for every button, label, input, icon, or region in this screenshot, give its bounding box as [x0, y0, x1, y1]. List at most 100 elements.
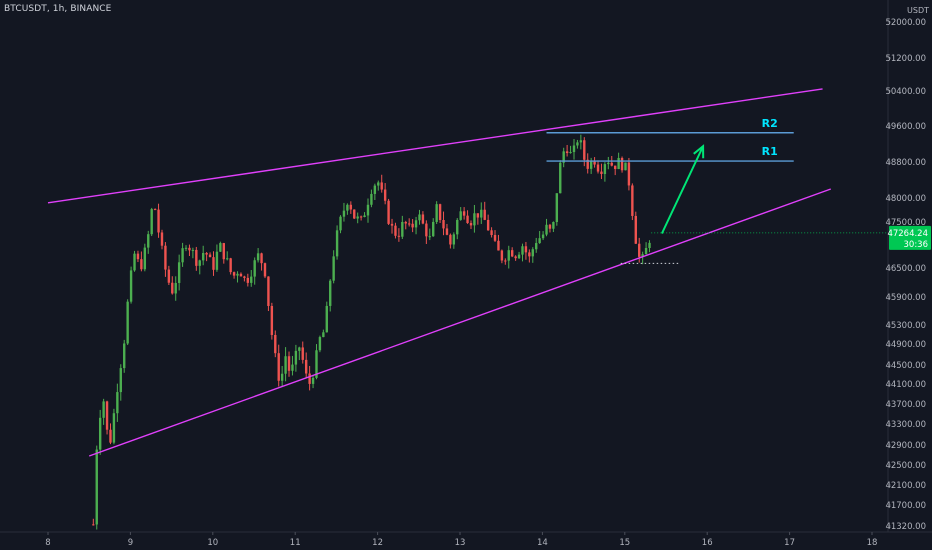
y-tick-label: 42100.00 [885, 481, 926, 491]
candle-body [504, 260, 507, 262]
candle-body [112, 413, 116, 443]
candle-body [469, 223, 473, 226]
candle-body [589, 160, 593, 169]
candle-body [394, 225, 397, 236]
candle-body [133, 253, 136, 271]
resistance-label-r2: R2 [762, 117, 778, 130]
candle-body [205, 252, 208, 255]
candle-body [466, 215, 469, 224]
candle-body [610, 162, 613, 166]
candle-body [366, 204, 370, 216]
candle-body [576, 142, 579, 146]
y-tick-label: 49600.00 [885, 122, 926, 132]
candle-body [370, 193, 373, 205]
y-tick-label: 42900.00 [885, 441, 926, 451]
y-tick-label: 41320.00 [885, 522, 926, 532]
y-tick-label: 44100.00 [885, 380, 926, 390]
candle-body [253, 260, 256, 277]
candle-body [105, 401, 109, 430]
candle-body [596, 164, 600, 172]
y-tick-label: 48000.00 [885, 194, 926, 204]
candle-body [315, 350, 318, 378]
candle-body [377, 182, 380, 186]
candle-body [219, 243, 222, 252]
candle-body [500, 250, 504, 261]
candle-body [462, 211, 466, 216]
candle-body [535, 243, 538, 250]
candle-body [586, 159, 589, 169]
candle-body [538, 238, 541, 244]
candle-body [304, 359, 308, 374]
candle-body [239, 273, 243, 277]
candle-body [274, 334, 277, 354]
y-tick-label: 43300.00 [885, 420, 926, 430]
currency-label: USDT [907, 6, 929, 15]
candle-body [256, 253, 260, 261]
candle-body [346, 204, 349, 211]
candle-body [397, 235, 401, 237]
candle-body [150, 209, 153, 235]
candle-body [562, 151, 565, 163]
candle-body [559, 162, 562, 194]
candle-body [212, 257, 215, 270]
candle-body [407, 223, 411, 225]
candle-body [177, 262, 181, 283]
y-tick-label: 42500.00 [885, 461, 926, 471]
candle-body [123, 343, 126, 369]
candle-body [613, 165, 617, 170]
candle-body [644, 248, 648, 255]
candle-body [226, 258, 229, 260]
candle-body [102, 401, 105, 418]
candle-body [528, 252, 531, 257]
candle-body [401, 221, 404, 237]
candle-body [181, 248, 184, 263]
candle-body [208, 254, 212, 258]
y-tick-label: 41700.00 [885, 501, 926, 511]
candle-body [445, 228, 449, 235]
candle-body [143, 247, 147, 270]
y-tick-label: 47500.00 [885, 218, 926, 228]
x-tick-label: 15 [619, 538, 630, 548]
candle-body [164, 245, 167, 270]
candle-body [617, 157, 620, 170]
candle-body [191, 249, 195, 251]
candle-body [335, 230, 339, 257]
countdown-timer: 30:36 [904, 240, 929, 250]
candle-body [95, 449, 98, 525]
candle-body [236, 273, 239, 276]
upper-channel-trendline[interactable] [47, 88, 823, 204]
projection-arrow-shaft[interactable] [660, 145, 704, 234]
candle-body [294, 350, 298, 365]
last-price-value: 47264.24 [887, 229, 928, 239]
candle-body [425, 223, 428, 237]
candle-body [287, 356, 291, 371]
y-tick-label: 46500.00 [885, 264, 926, 274]
candle-body [215, 251, 219, 270]
candle-body [493, 235, 497, 241]
y-tick-label: 48800.00 [885, 158, 926, 168]
projection-arrow-head [693, 144, 705, 159]
candle-body [514, 256, 517, 259]
candle-body [325, 305, 328, 333]
candle-body [119, 368, 122, 393]
candle-body [449, 234, 452, 245]
candle-body [126, 301, 129, 344]
candle-body [545, 224, 548, 235]
candle-body [277, 353, 280, 381]
lower-channel-trendline[interactable] [88, 188, 832, 457]
x-tick-label: 17 [784, 538, 795, 548]
candle-body [507, 250, 510, 261]
candle-body [349, 204, 353, 210]
candle-body [497, 240, 500, 251]
candle-body [627, 162, 631, 186]
y-tick-label: 45300.00 [885, 321, 926, 331]
candle-body [243, 276, 246, 278]
x-tick-label: 16 [702, 538, 713, 548]
candle-body [600, 171, 603, 174]
candle-body [129, 270, 133, 302]
candle-body [517, 254, 521, 259]
candle-body [267, 276, 270, 306]
candle-body [624, 162, 627, 171]
